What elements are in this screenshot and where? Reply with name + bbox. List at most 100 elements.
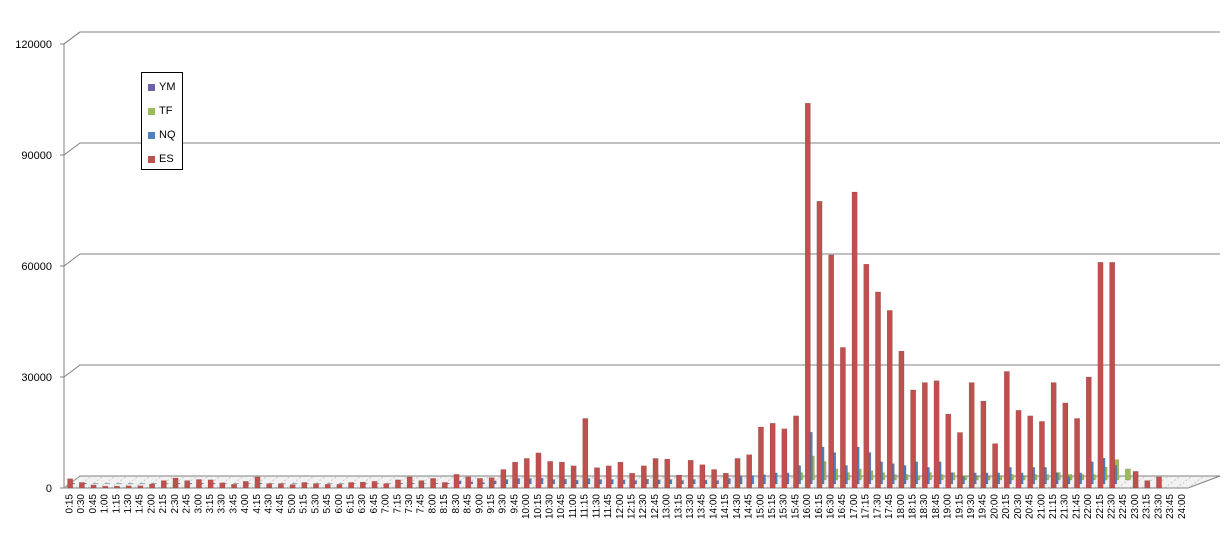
bar-es bbox=[980, 400, 987, 489]
x-tick-label: 3:30 bbox=[217, 494, 228, 514]
x-tick-label: 6:45 bbox=[369, 494, 380, 514]
bar-es bbox=[207, 479, 214, 489]
floor-divider bbox=[1164, 475, 1181, 489]
bar-es bbox=[1144, 480, 1151, 489]
y-tick-label: 0 bbox=[46, 483, 52, 495]
bar-es bbox=[1003, 371, 1010, 489]
bar-es bbox=[828, 254, 835, 489]
legend-item-es: ES bbox=[148, 147, 182, 171]
x-tick-label: 8:45 bbox=[463, 494, 474, 514]
bar-es bbox=[804, 102, 811, 489]
x-tick-label: 10:30 bbox=[545, 494, 556, 519]
bar-es bbox=[79, 482, 85, 489]
bar-es bbox=[1074, 418, 1080, 489]
bar-es bbox=[371, 481, 378, 489]
legend-item-ym: YM bbox=[148, 75, 182, 99]
floor-divider bbox=[356, 475, 373, 489]
bar-es bbox=[149, 483, 155, 489]
x-tick-label: 3:00 bbox=[193, 494, 204, 514]
bar-es bbox=[266, 483, 273, 489]
x-tick-label: 4:45 bbox=[275, 494, 286, 514]
floor-divider bbox=[216, 475, 233, 489]
x-tick-label: 0:15 bbox=[64, 494, 75, 514]
floor-divider bbox=[1187, 475, 1205, 489]
x-tick-label: 8:15 bbox=[439, 494, 450, 514]
x-tick-label: 23:45 bbox=[1165, 494, 1176, 519]
legend-item-nq: NQ bbox=[148, 123, 182, 147]
bar-es bbox=[758, 426, 764, 489]
bar-es bbox=[219, 482, 226, 489]
x-tick-label: 11:45 bbox=[603, 494, 614, 519]
bar-es bbox=[676, 474, 682, 489]
x-tick-label: 8:30 bbox=[451, 494, 462, 514]
bar-es bbox=[699, 464, 706, 489]
bar-es bbox=[488, 477, 495, 489]
gridline bbox=[63, 142, 1220, 156]
bar-es bbox=[722, 473, 729, 489]
x-tick-label: 3:45 bbox=[228, 494, 239, 514]
x-tick-labels: 0:15 0:30 0:45 1:00 1:15 1:30 1:45 2:00 2:15 2:30… bbox=[64, 494, 1187, 519]
x-tick-label: 0:45 bbox=[88, 494, 99, 514]
x-tick-label: 10:45 bbox=[556, 494, 567, 519]
bar-es bbox=[851, 191, 858, 489]
bar-es bbox=[477, 478, 483, 489]
bar-es bbox=[1085, 376, 1092, 489]
floor-divider bbox=[297, 475, 315, 489]
x-tick-label: 11:15 bbox=[580, 494, 591, 519]
x-tick-label: 4:15 bbox=[252, 494, 263, 514]
bar-es bbox=[652, 458, 659, 489]
x-tick-label: 21:00 bbox=[1036, 494, 1047, 519]
x-tick-label: 18:45 bbox=[931, 494, 942, 519]
bar-es bbox=[1109, 262, 1116, 489]
legend-swatch bbox=[148, 155, 155, 163]
x-tick-label: 24:00 bbox=[1177, 494, 1188, 519]
floor-divider bbox=[110, 475, 128, 489]
bar-es bbox=[254, 476, 261, 489]
legend-label: ES bbox=[159, 153, 174, 165]
x-tick-label: 9:15 bbox=[486, 494, 497, 514]
x-tick-label: 19:45 bbox=[978, 494, 989, 519]
x-tick-label: 21:30 bbox=[1060, 494, 1071, 519]
gridline bbox=[63, 31, 1220, 45]
bar-es bbox=[863, 263, 870, 489]
floor-divider bbox=[1117, 475, 1134, 489]
x-tick-label: 23:30 bbox=[1153, 494, 1164, 519]
legend-swatch bbox=[148, 131, 155, 139]
bar-es bbox=[336, 484, 343, 489]
x-tick-label: 22:45 bbox=[1118, 494, 1129, 519]
bar-es bbox=[231, 484, 237, 489]
x-tick-label: 1:15 bbox=[111, 494, 122, 514]
x-tick-label: 19:30 bbox=[966, 494, 977, 519]
x-tick-label: 15:45 bbox=[790, 494, 801, 519]
bar-es bbox=[886, 310, 893, 489]
x-tick-label: 21:45 bbox=[1071, 494, 1082, 519]
floor-divider bbox=[1176, 475, 1193, 489]
x-tick-label: 2:00 bbox=[146, 494, 157, 514]
x-tick-label: 1:00 bbox=[100, 494, 111, 514]
x-tick-label: 18:00 bbox=[896, 494, 907, 519]
bar-es bbox=[945, 413, 952, 489]
x-tick-label: 2:15 bbox=[158, 494, 169, 514]
x-tick-label: 4:30 bbox=[264, 494, 275, 514]
bar-es bbox=[711, 469, 717, 489]
bar-es bbox=[184, 480, 191, 489]
x-tick-label: 7:15 bbox=[392, 494, 403, 514]
bar-es bbox=[898, 350, 905, 489]
x-tick-label: 5:45 bbox=[322, 494, 333, 514]
bar-es bbox=[289, 484, 296, 489]
bar-es bbox=[160, 480, 167, 489]
x-tick-label: 7:45 bbox=[416, 494, 427, 514]
bar-es bbox=[910, 389, 916, 489]
bar-es bbox=[875, 291, 881, 489]
x-tick-label: 14:00 bbox=[708, 494, 719, 519]
floor-divider bbox=[98, 475, 116, 489]
floor-divider bbox=[379, 475, 397, 489]
bar-es bbox=[933, 380, 940, 489]
bar-es bbox=[559, 461, 565, 489]
floor-divider bbox=[227, 475, 245, 489]
x-tick-label: 16:15 bbox=[814, 494, 825, 519]
bar-es bbox=[1132, 471, 1139, 489]
bar-es bbox=[102, 485, 109, 489]
floor-divider bbox=[321, 475, 338, 489]
